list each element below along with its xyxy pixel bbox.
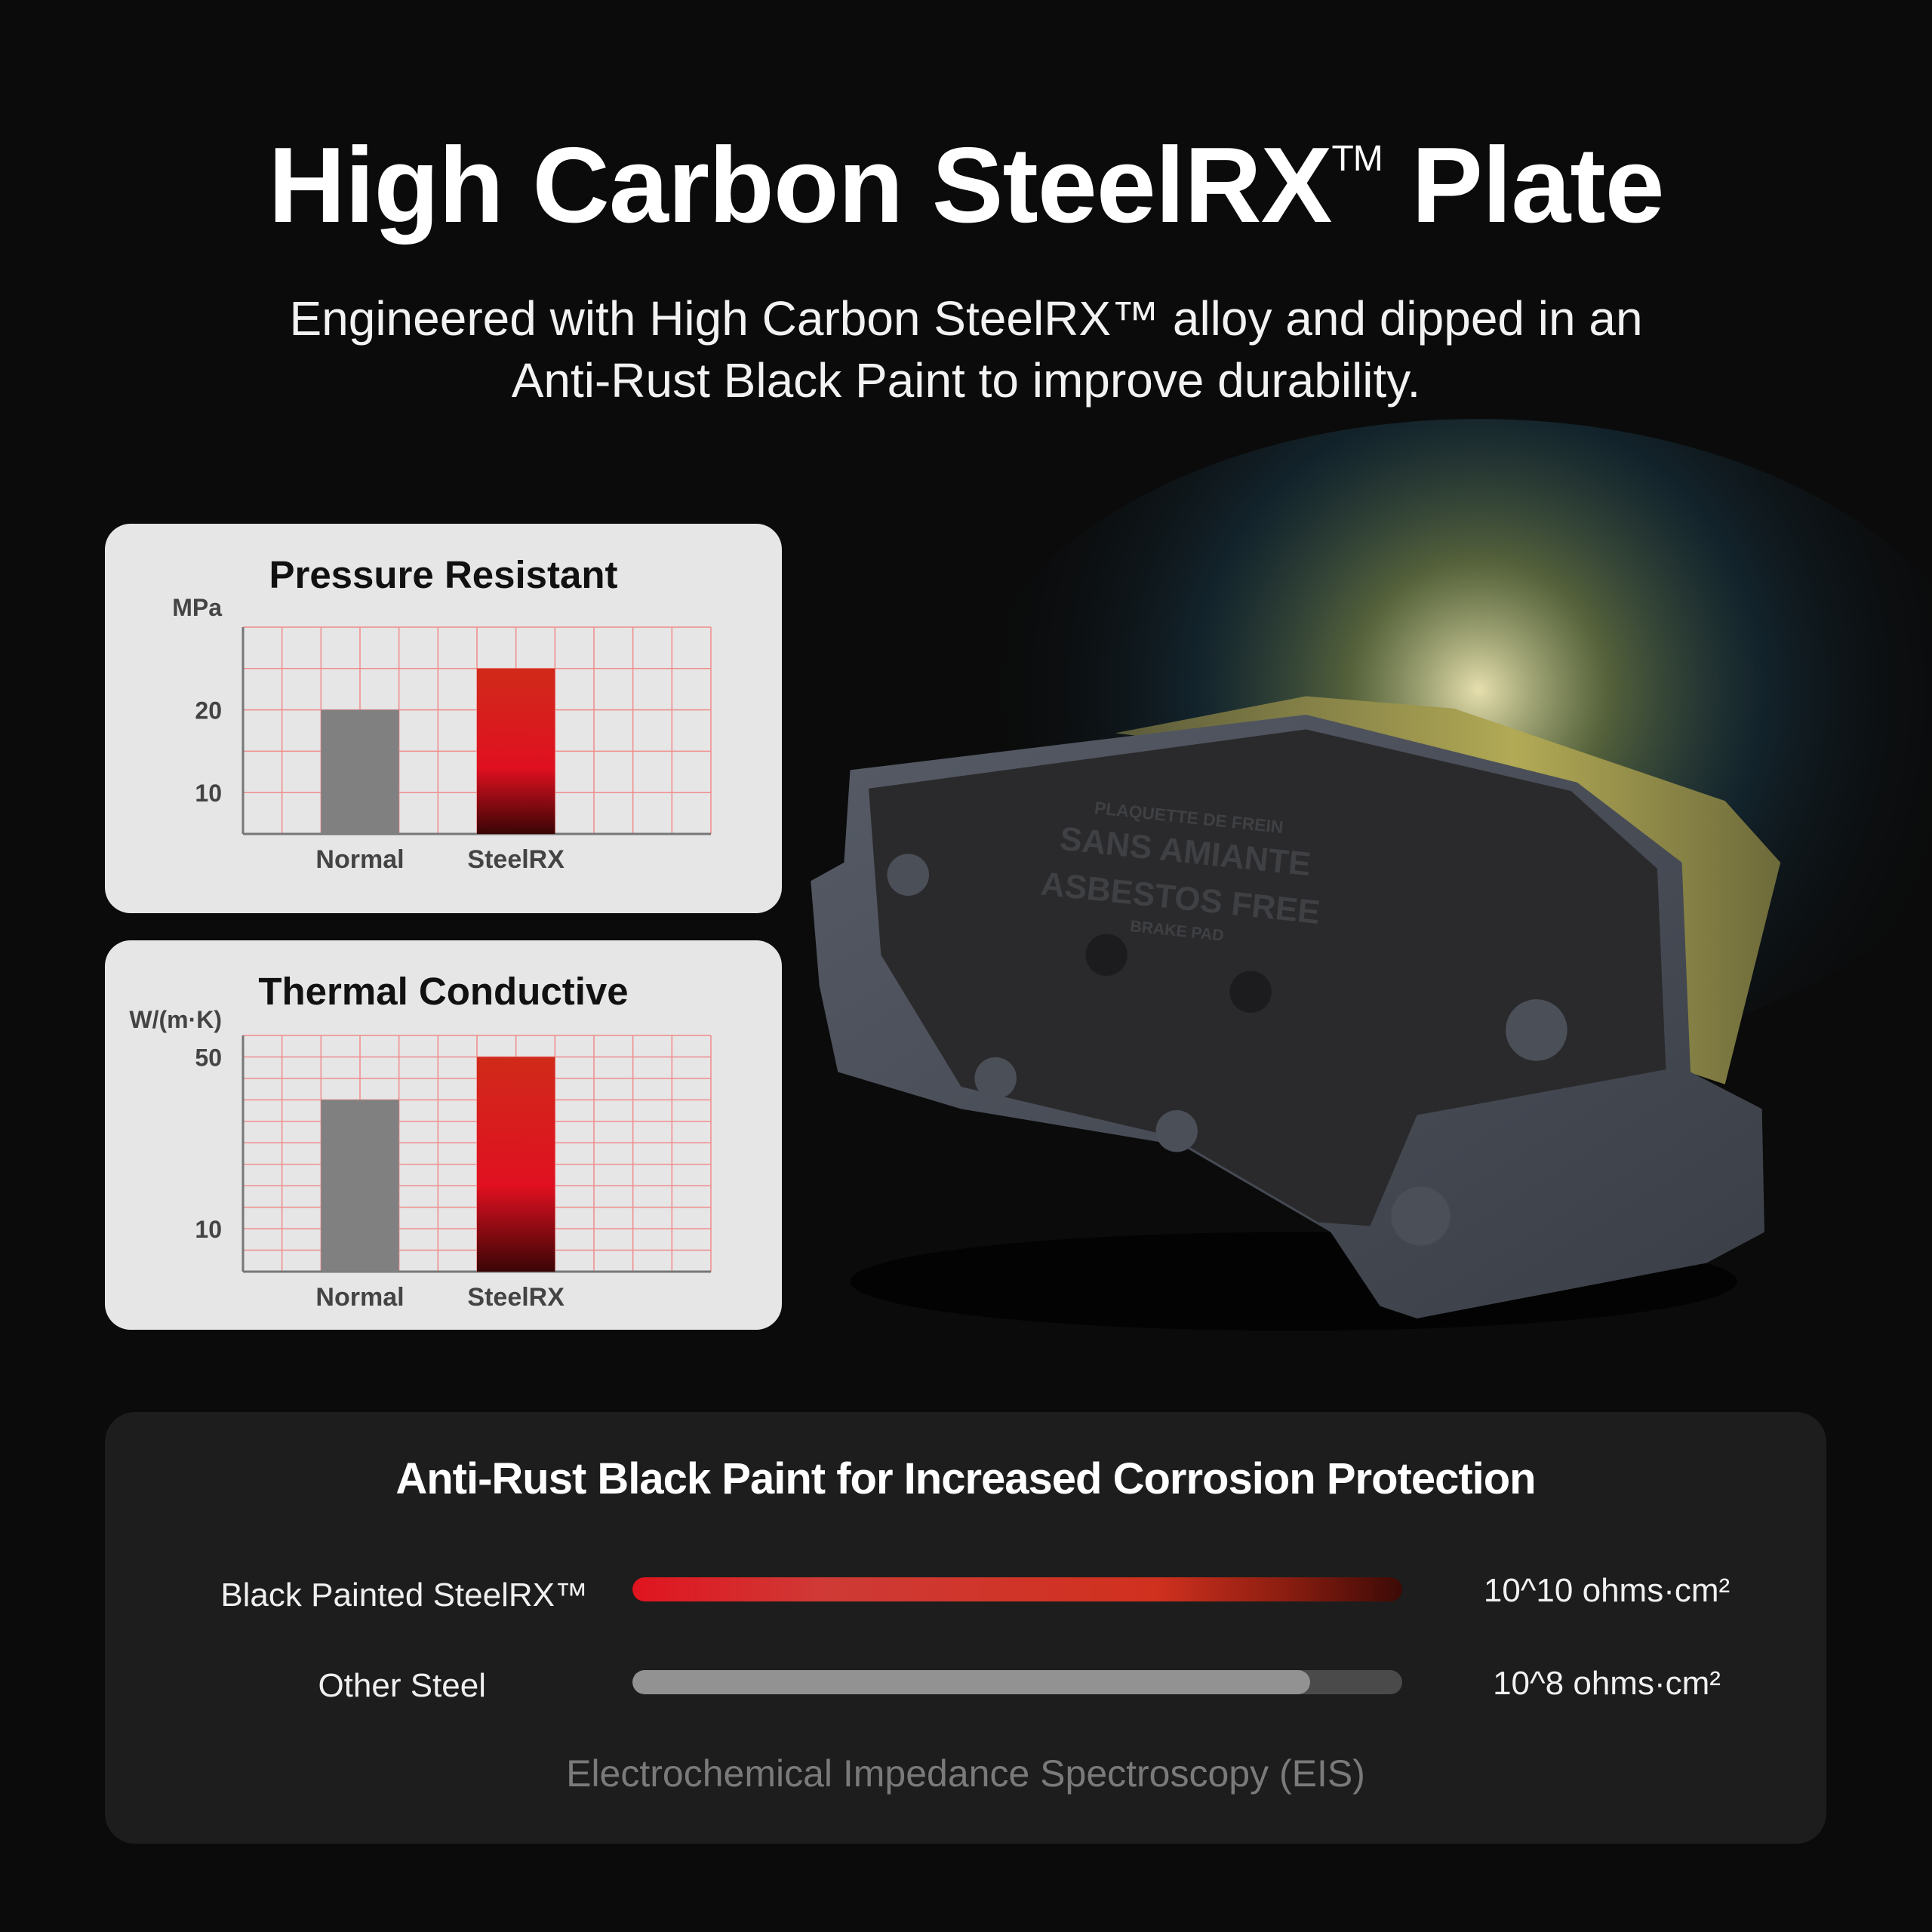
- friction-material: [1115, 696, 1781, 1084]
- thermal-chart: Normal SteelRX 10 50 W/(m·K): [129, 1006, 712, 1312]
- category-label: Normal: [315, 1283, 404, 1312]
- trademark: TM: [1331, 139, 1383, 179]
- thermal-conductive-card: Thermal Conductive Normal SteelRX 10 50 W/(m…: [105, 940, 782, 1330]
- subtitle-line-1: Engineered with High Carbon SteelRX™ all…: [289, 291, 1643, 346]
- chart-title: Thermal Conductive: [258, 970, 629, 1013]
- pad-face: [869, 729, 1666, 1226]
- bar-normal: [321, 709, 399, 834]
- corrosion-panel: Anti-Rust Black Paint for Increased Corr…: [105, 1412, 1826, 1844]
- bar-normal: [321, 1100, 399, 1272]
- y-axis-unit: W/(m·K): [129, 1006, 222, 1033]
- row-value: 10^10 ohms·cm²: [1483, 1572, 1730, 1609]
- y-tick-label: 20: [195, 697, 222, 724]
- steelrx-bar-fill: [632, 1577, 1402, 1601]
- row-label: Black Painted SteelRX™: [220, 1577, 588, 1614]
- pressure-resistant-card: Pressure Resistant Normal SteelRX 10 20 MPa: [105, 524, 782, 913]
- other-steel-bar-fill: [632, 1670, 1310, 1694]
- row-label: Other Steel: [318, 1667, 486, 1704]
- category-label: Normal: [315, 845, 404, 874]
- category-label: SteelRX: [467, 1283, 565, 1312]
- category-label: SteelRX: [467, 845, 565, 874]
- bar-steelrx: [477, 668, 555, 834]
- chart-title: Pressure Resistant: [269, 553, 618, 596]
- y-tick-label: 50: [195, 1044, 222, 1071]
- page-title: High Carbon SteelRXTM Plate: [268, 125, 1664, 245]
- subtitle-line-2: Anti-Rust Black Paint to improve durabil…: [511, 353, 1421, 408]
- footnote: Electrochemical Impedance Spectroscopy (…: [566, 1752, 1365, 1795]
- panel-title: Anti-Rust Black Paint for Increased Corr…: [395, 1454, 1536, 1503]
- bar-steelrx: [477, 1057, 555, 1272]
- row-value: 10^8 ohms·cm²: [1493, 1665, 1721, 1702]
- y-axis-unit: MPa: [172, 594, 222, 621]
- y-tick-label: 10: [195, 780, 222, 807]
- other-steel-bar-track: [632, 1670, 1402, 1694]
- y-tick-label: 10: [195, 1216, 222, 1243]
- steelrx-bar-track: [632, 1577, 1402, 1601]
- pressure-chart: Normal SteelRX 10 20 MPa: [172, 594, 712, 874]
